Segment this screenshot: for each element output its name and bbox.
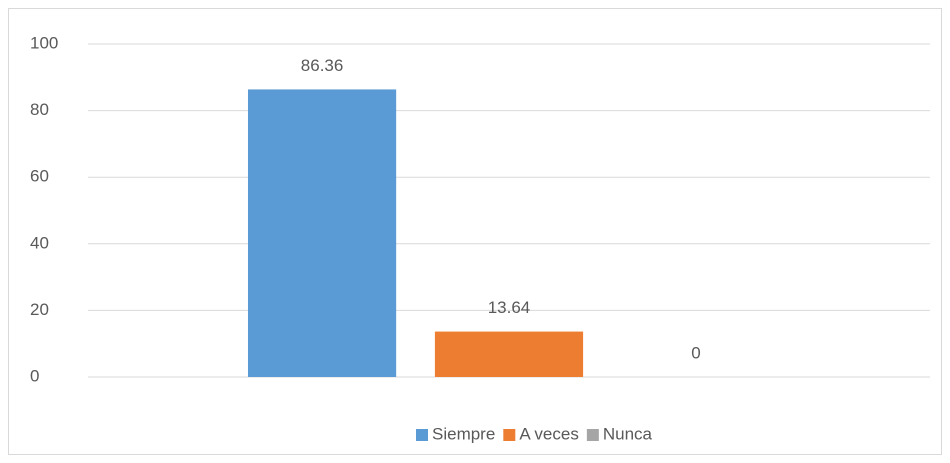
data-label: 86.36 bbox=[301, 56, 344, 75]
legend-label: A veces bbox=[519, 424, 579, 443]
y-tick-label: 20 bbox=[30, 300, 49, 319]
y-tick-label: 40 bbox=[30, 233, 49, 252]
legend-label: Siempre bbox=[432, 424, 495, 443]
data-label: 0 bbox=[691, 343, 700, 362]
data-label: 13.64 bbox=[488, 298, 531, 317]
legend-label: Nunca bbox=[603, 424, 653, 443]
legend-swatch bbox=[586, 429, 599, 441]
y-tick-label: 60 bbox=[30, 167, 49, 186]
legend-swatch bbox=[416, 429, 428, 441]
y-tick-label: 80 bbox=[30, 100, 49, 119]
bar bbox=[434, 331, 584, 377]
y-tick-label: 100 bbox=[30, 33, 58, 52]
bar bbox=[247, 89, 397, 377]
y-tick-label: 0 bbox=[30, 366, 39, 385]
legend-swatch bbox=[503, 429, 516, 441]
chart-border bbox=[8, 8, 942, 455]
